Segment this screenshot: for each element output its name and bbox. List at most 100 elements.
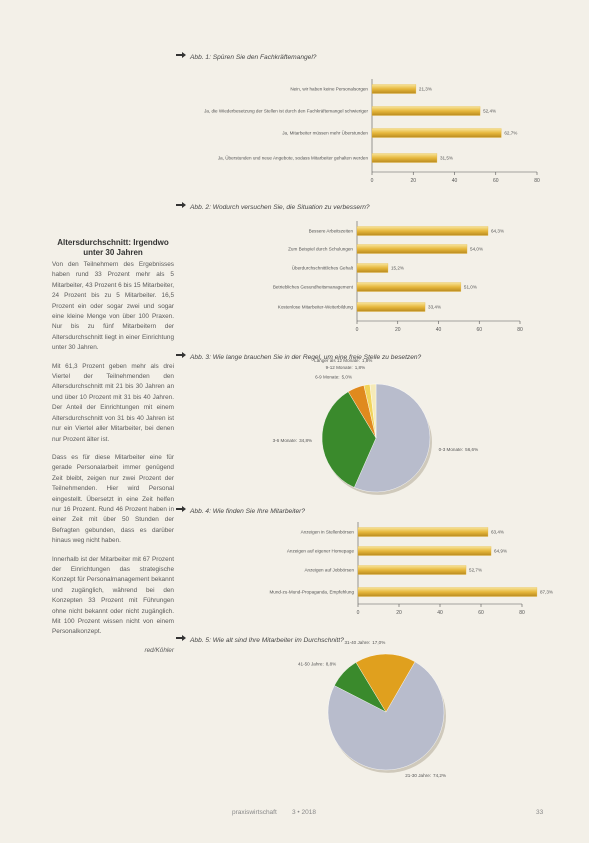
category-label: Ja, die Wiederbesetzung der Stellen ist … xyxy=(204,109,368,114)
x-tick-label: 40 xyxy=(452,178,458,184)
slice-category: 41-50 Jahre: xyxy=(298,662,324,667)
slice-category: 3-6 Monate: xyxy=(273,438,298,443)
paragraph: Dass es für diese Mitarbeiter eine für g… xyxy=(52,453,174,545)
bar xyxy=(357,546,492,556)
bar xyxy=(356,244,468,254)
slice-label: 31-40 Jahre: 17,0% xyxy=(344,640,385,645)
category-label: Mund-zu-Mund-Propaganda, Empfehlung xyxy=(269,590,354,595)
x-tick-label: 60 xyxy=(478,610,484,616)
author: red/Köhler xyxy=(144,646,175,654)
slice-value: 74,2% xyxy=(433,773,446,778)
x-tick-label: 0 xyxy=(371,178,374,184)
chart-title: Abb. 3: Wie lange brauchen Sie in der Re… xyxy=(189,354,422,361)
bar xyxy=(357,587,538,597)
category-label: Betriebliches Gesundheitsmanagement xyxy=(273,285,354,290)
paragraph: Von den Teilnehmern des Ergebnisses habe… xyxy=(52,261,174,352)
x-tick-label: 40 xyxy=(436,327,442,333)
bar xyxy=(356,263,389,273)
value-label: 51,0% xyxy=(464,285,477,290)
value-label: 64,3% xyxy=(491,229,504,234)
slice-value: 56,6% xyxy=(465,447,478,452)
page-number: 33 xyxy=(536,809,544,816)
x-tick-label: 20 xyxy=(395,327,401,333)
value-label: 52,7% xyxy=(469,568,482,573)
slice-label: 9-12 Monate: 1,8% xyxy=(326,365,366,370)
value-label: 62,7% xyxy=(504,131,517,136)
value-label: 64,9% xyxy=(494,549,507,554)
slice-value: 17,0% xyxy=(372,640,385,645)
slice-value: 8,8% xyxy=(326,662,336,667)
category-label: Bessere Arbeitszeiten xyxy=(309,229,354,234)
value-label: 31,5% xyxy=(440,156,453,161)
value-label: 33,4% xyxy=(428,305,441,310)
sidebar: Altersdurchschnitt: Irgendwo unter 30 Ja… xyxy=(52,238,174,656)
value-label: 15,2% xyxy=(391,266,404,271)
slice-label: Länger als 12 Monate: 1,8% xyxy=(314,358,372,363)
x-tick-label: 60 xyxy=(493,178,499,184)
value-label: 21,3% xyxy=(419,87,432,92)
chart-title: Abb. 5: Wie alt sind Ihre Mitarbeiter im… xyxy=(189,637,344,644)
bar xyxy=(356,302,426,312)
x-tick-label: 60 xyxy=(476,327,482,333)
slice-value: 1,8% xyxy=(355,365,365,370)
value-label: 63,4% xyxy=(491,530,504,535)
slice-category: 9-12 Monate: xyxy=(326,365,353,370)
slice-category: Länger als 12 Monate: xyxy=(314,358,360,363)
x-tick-label: 80 xyxy=(517,327,523,333)
bar xyxy=(371,84,417,94)
x-tick-label: 20 xyxy=(396,610,402,616)
bar xyxy=(356,282,462,292)
category-label: Überdurchschnittliches Gehalt xyxy=(292,265,354,271)
pie-slice xyxy=(353,383,431,493)
x-tick-label: 0 xyxy=(357,610,360,616)
slice-label: 0-3 Monate: 56,6% xyxy=(439,447,479,452)
title-arrow xyxy=(176,352,186,358)
category-label: Kostenlose Mitarbeiter-Weiterbildung xyxy=(278,305,354,310)
x-tick-label: 40 xyxy=(437,610,443,616)
slice-category: 6-9 Monate: xyxy=(315,375,340,380)
chart-title: Abb. 2: Wodurch versuchen Sie, die Situa… xyxy=(189,204,370,211)
x-tick-label: 80 xyxy=(519,610,525,616)
value-label: 52,4% xyxy=(483,109,496,114)
slice-category: 0-3 Monate: xyxy=(439,447,464,452)
slice-category: 31-40 Jahre: xyxy=(344,640,370,645)
footer-magazine: praxiswirtschaft xyxy=(232,809,277,816)
paragraph: Mit 61,3 Prozent geben mehr als drei Vie… xyxy=(52,362,174,443)
category-label: Nein, wir haben keine Personalsorgen xyxy=(290,87,368,92)
chart-title: Abb. 1: Spüren Sie den Fachkräftemangel? xyxy=(189,54,317,61)
category-label: Zum Beispiel durch Schulungen xyxy=(288,247,353,252)
title-arrow xyxy=(176,202,186,208)
paragraph: Innerhalb ist der Mitarbeiter mit 67 Pro… xyxy=(52,555,174,636)
category-label: Anzeigen in Stellenbörsen xyxy=(301,530,355,535)
sidebar-title: Altersdurchschnitt: Irgendwo unter 30 Ja… xyxy=(57,238,169,257)
x-tick-label: 0 xyxy=(356,327,359,333)
category-label: Ja, Mitarbeiter müssen mehr Überstunden xyxy=(282,130,368,136)
title-arrow xyxy=(176,52,186,58)
title-arrow xyxy=(176,506,186,512)
slice-value: 34,8% xyxy=(299,438,312,443)
pie-slice xyxy=(355,653,416,713)
slice-label: 6-9 Monate: 5,0% xyxy=(315,375,352,380)
category-label: Anzeigen auf eigener Homepage xyxy=(287,549,355,554)
bar xyxy=(357,565,467,575)
title-arrow xyxy=(176,635,186,641)
pie-slice xyxy=(327,661,445,771)
footer-issue: 3 • 2018 xyxy=(292,809,316,816)
category-label: Anzeigen auf Jobbörsen xyxy=(304,568,354,573)
chart-title: Abb. 4: Wie finden Sie Ihre Mitarbeiter? xyxy=(189,508,305,515)
bar xyxy=(357,527,489,537)
bar xyxy=(356,226,489,236)
slice-value: 1,8% xyxy=(362,358,372,363)
slice-category: 21-30 Jahre: xyxy=(405,773,431,778)
category-label: Ja, Überstunden und neue Angebote, sodas… xyxy=(218,155,369,161)
slice-label: 3-6 Monate: 34,8% xyxy=(273,438,313,443)
value-label: 87,3% xyxy=(540,590,553,595)
pie-slice xyxy=(369,383,377,439)
bar xyxy=(371,106,481,116)
x-tick-label: 80 xyxy=(534,178,540,184)
bar xyxy=(371,128,502,138)
bar xyxy=(371,153,438,163)
slice-label: 21-30 Jahre: 74,2% xyxy=(405,773,446,778)
